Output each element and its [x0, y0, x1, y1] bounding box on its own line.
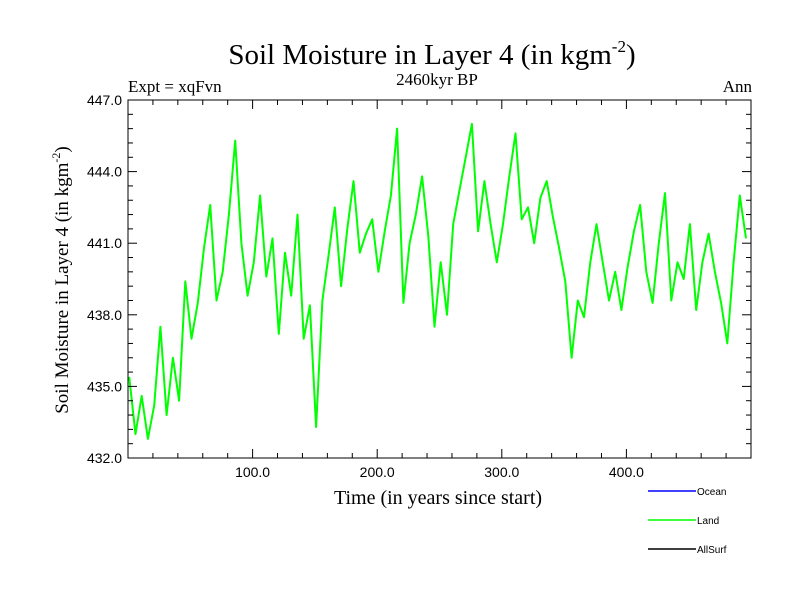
y-tick-label: 441.0 — [87, 235, 122, 251]
tick-layer — [128, 100, 751, 458]
x-axis-label: Time (in years since start) — [334, 487, 542, 509]
chart-title-superscript: -2 — [612, 37, 626, 56]
y-tick-label: 444.0 — [87, 164, 122, 180]
chart-title-text: Soil Moisture in Layer 4 (in kgm — [228, 39, 612, 71]
y-axis-label: Soil Moisture in Layer 4 (in kgm-2) — [49, 146, 73, 414]
x-tick-label: 200.0 — [360, 464, 395, 480]
y-axis-label-text: Soil Moisture in Layer 4 (in kgm — [52, 162, 73, 413]
y-tick-label: 432.0 — [87, 450, 122, 466]
x-tick-label: 400.0 — [609, 464, 644, 480]
plot-frame — [127, 99, 752, 459]
tick-label-layer: 100.0 200.0 300.0 400.0 432.0 435.0 438.0 441.0… — [87, 92, 644, 480]
y-tick-label: 435.0 — [87, 378, 122, 394]
experiment-label: Expt = xqFvn — [128, 77, 222, 96]
season-label: Ann — [723, 77, 753, 96]
series-line-land — [128, 122, 747, 440]
y-axis-label-superscript: -2 — [49, 153, 63, 163]
y-tick-label: 438.0 — [87, 307, 122, 323]
x-tick-label: 300.0 — [484, 464, 519, 480]
legend-label-land: Land — [697, 516, 719, 527]
chart-subtitle: 2460kyr BP — [396, 70, 478, 89]
legend: Ocean Land AllSurf — [648, 487, 727, 556]
legend-label-ocean: Ocean — [697, 487, 726, 498]
chart-title-close: ) — [626, 39, 636, 71]
legend-label-allsurf: AllSurf — [697, 545, 727, 556]
x-tick-label: 100.0 — [235, 464, 270, 480]
chart-title: Soil Moisture in Layer 4 (in kgm-2) — [228, 37, 635, 71]
y-tick-label: 447.0 — [87, 92, 122, 108]
y-axis-label-close: ) — [52, 146, 73, 152]
series-layer — [128, 122, 747, 440]
